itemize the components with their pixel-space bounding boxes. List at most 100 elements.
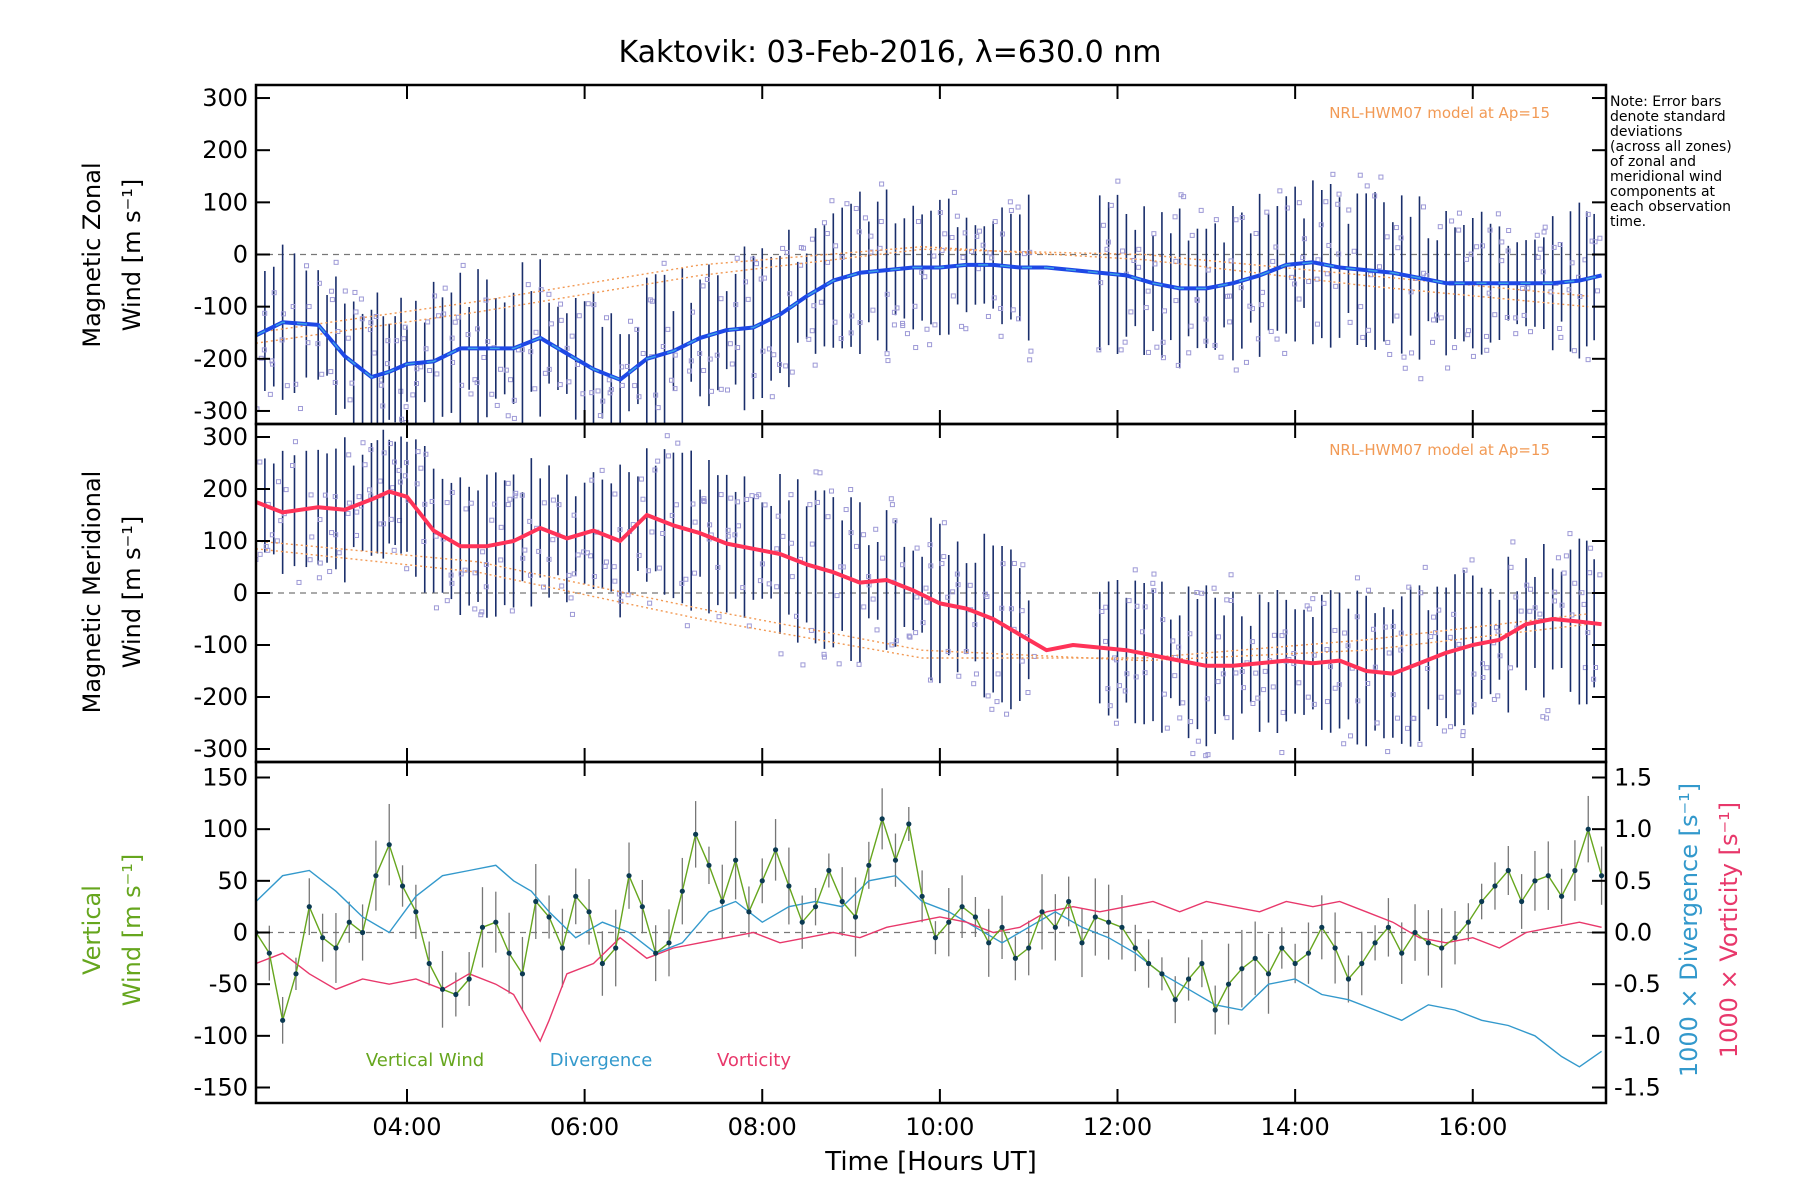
meridional-scatter-point — [866, 574, 872, 580]
zonal-scatter-point — [743, 279, 749, 285]
vertical-wind-point — [759, 878, 765, 884]
zonal-scatter-point — [868, 233, 874, 239]
meridional-scatter-point — [1551, 598, 1557, 604]
meridional-scatter-point — [316, 575, 322, 581]
zonal-scatter-point — [1105, 239, 1111, 245]
meridional-scatter-point — [498, 557, 504, 563]
y2-tick-label: -1.5 — [1614, 1074, 1661, 1102]
meridional-scatter-point — [1471, 702, 1477, 708]
zonal-scatter-point — [365, 436, 369, 440]
zonal-scatter-point — [508, 377, 514, 383]
meridional-scatter-point — [967, 582, 973, 588]
zonal-scatter-point — [460, 262, 466, 268]
vertical-wind-point — [786, 883, 792, 889]
meridional-scatter-point — [1428, 634, 1434, 640]
zonal-scatter-point — [1154, 344, 1160, 350]
y-tick-label: -300 — [194, 397, 248, 425]
vertical-wind-point — [426, 960, 432, 967]
meridional-scatter-point — [1203, 753, 1209, 759]
meridional-scatter-point — [692, 519, 698, 525]
zonal-scatter-point — [784, 249, 790, 255]
zonal-scatter-point — [566, 379, 572, 385]
zonal-scatter-point — [1253, 230, 1259, 236]
meridional-scatter-point — [1132, 567, 1138, 573]
zonal-scatter-point — [884, 351, 890, 357]
meridional-scatter-point — [1279, 750, 1285, 756]
meridional-scatter-point — [1451, 611, 1457, 617]
zonal-scatter-point — [1438, 315, 1444, 321]
zonal-scatter-point — [1203, 338, 1209, 344]
vertical-wind-point — [1439, 945, 1445, 951]
zonal-scatter-point — [373, 313, 379, 319]
zonal-scatter-point — [1456, 227, 1462, 233]
vertical-wind-point — [1292, 960, 1298, 967]
meridional-scatter-point — [1433, 630, 1439, 636]
meridional-scatter-point — [403, 460, 409, 466]
zonal-scatter-point — [1506, 228, 1512, 234]
meridional-scatter-point — [1591, 676, 1597, 682]
meridional-scatter-point — [1332, 685, 1338, 691]
y-tick-label: 300 — [202, 423, 248, 451]
meridional-scatter-point — [317, 517, 323, 523]
meridional-scatter-point — [1199, 590, 1205, 596]
meridional-scatter-point — [834, 593, 840, 599]
meridional-scatter-point — [1572, 580, 1578, 586]
zonal-scatter-point — [1160, 355, 1166, 361]
meridional-scatter-point — [774, 546, 780, 552]
vertical-wind-point — [586, 909, 592, 915]
zonal-scatter-point — [1398, 235, 1404, 241]
meridional-scatter-point — [813, 469, 819, 475]
zonal-scatter-point — [528, 349, 534, 355]
zonal-ylabel-line1: Magnetic Zonal — [78, 162, 106, 347]
zonal-scatter-point — [1233, 217, 1239, 223]
meridional-scatter-point — [920, 620, 926, 626]
zonal-scatter-point — [1096, 347, 1102, 353]
zonal-ylabel-line2: Wind [m s⁻¹] — [118, 179, 146, 331]
meridional-scatter-point — [611, 564, 617, 570]
zonal-scatter-point — [1008, 207, 1014, 213]
meridional-scatter-point — [994, 699, 1000, 705]
meridional-scatter-point — [1406, 584, 1412, 590]
meridional-scatter-point — [906, 633, 912, 639]
meridional-scatter-point — [1031, 653, 1037, 659]
zonal-scatter-point — [1274, 336, 1280, 342]
meridional-scatter-point — [522, 547, 528, 553]
zonal-scatter-point — [628, 318, 634, 324]
meridional-scatter-point — [800, 662, 806, 668]
meridional-scatter-point — [1372, 664, 1378, 670]
zonal-scatter-point — [505, 413, 511, 419]
meridional-scatter-point — [1105, 686, 1111, 692]
meridional-scatter-point — [821, 654, 827, 660]
zonal-scatter-point — [1028, 348, 1034, 354]
zonal-scatter-point — [319, 371, 325, 377]
zonal-scatter-point — [423, 346, 429, 352]
meridional-scatter-point — [664, 433, 670, 439]
zonal-scatter-point — [750, 256, 756, 262]
meridional-scatter-point — [1390, 623, 1396, 629]
meridional-scatter-point — [1552, 589, 1558, 595]
meridional-scatter-point — [1211, 585, 1217, 591]
meridional-scatter-point — [732, 532, 738, 538]
meridional-model-curve — [256, 548, 1589, 659]
meridional-scatter-point — [414, 481, 420, 487]
meridional-scatter-point — [652, 467, 658, 473]
meridional-scatter-point — [1142, 670, 1148, 676]
zonal-scatter-point — [878, 219, 884, 225]
meridional-scatter-point — [1122, 688, 1128, 694]
meridional-scatter-point — [1134, 603, 1140, 609]
meridional-scatter-point — [1187, 631, 1193, 637]
zonal-scatter-point — [1152, 261, 1158, 267]
meridional-scatter-point — [1008, 606, 1014, 612]
meridional-scatter-point — [1224, 597, 1230, 603]
meridional-scatter-point — [1527, 608, 1533, 614]
x-tick-label: 10:00 — [905, 1113, 974, 1141]
meridional-scatter-point — [1176, 644, 1182, 650]
zonal-scatter-point — [672, 352, 678, 358]
zonal-scatter-point — [378, 382, 384, 388]
meridional-scatter-point — [388, 516, 394, 522]
vertical-wind-point — [1532, 878, 1538, 884]
meridional-scatter-point — [257, 459, 263, 465]
meridional-scatter-point — [675, 440, 681, 446]
zonal-scatter-point — [707, 356, 713, 362]
zonal-scatter-point — [801, 245, 807, 251]
